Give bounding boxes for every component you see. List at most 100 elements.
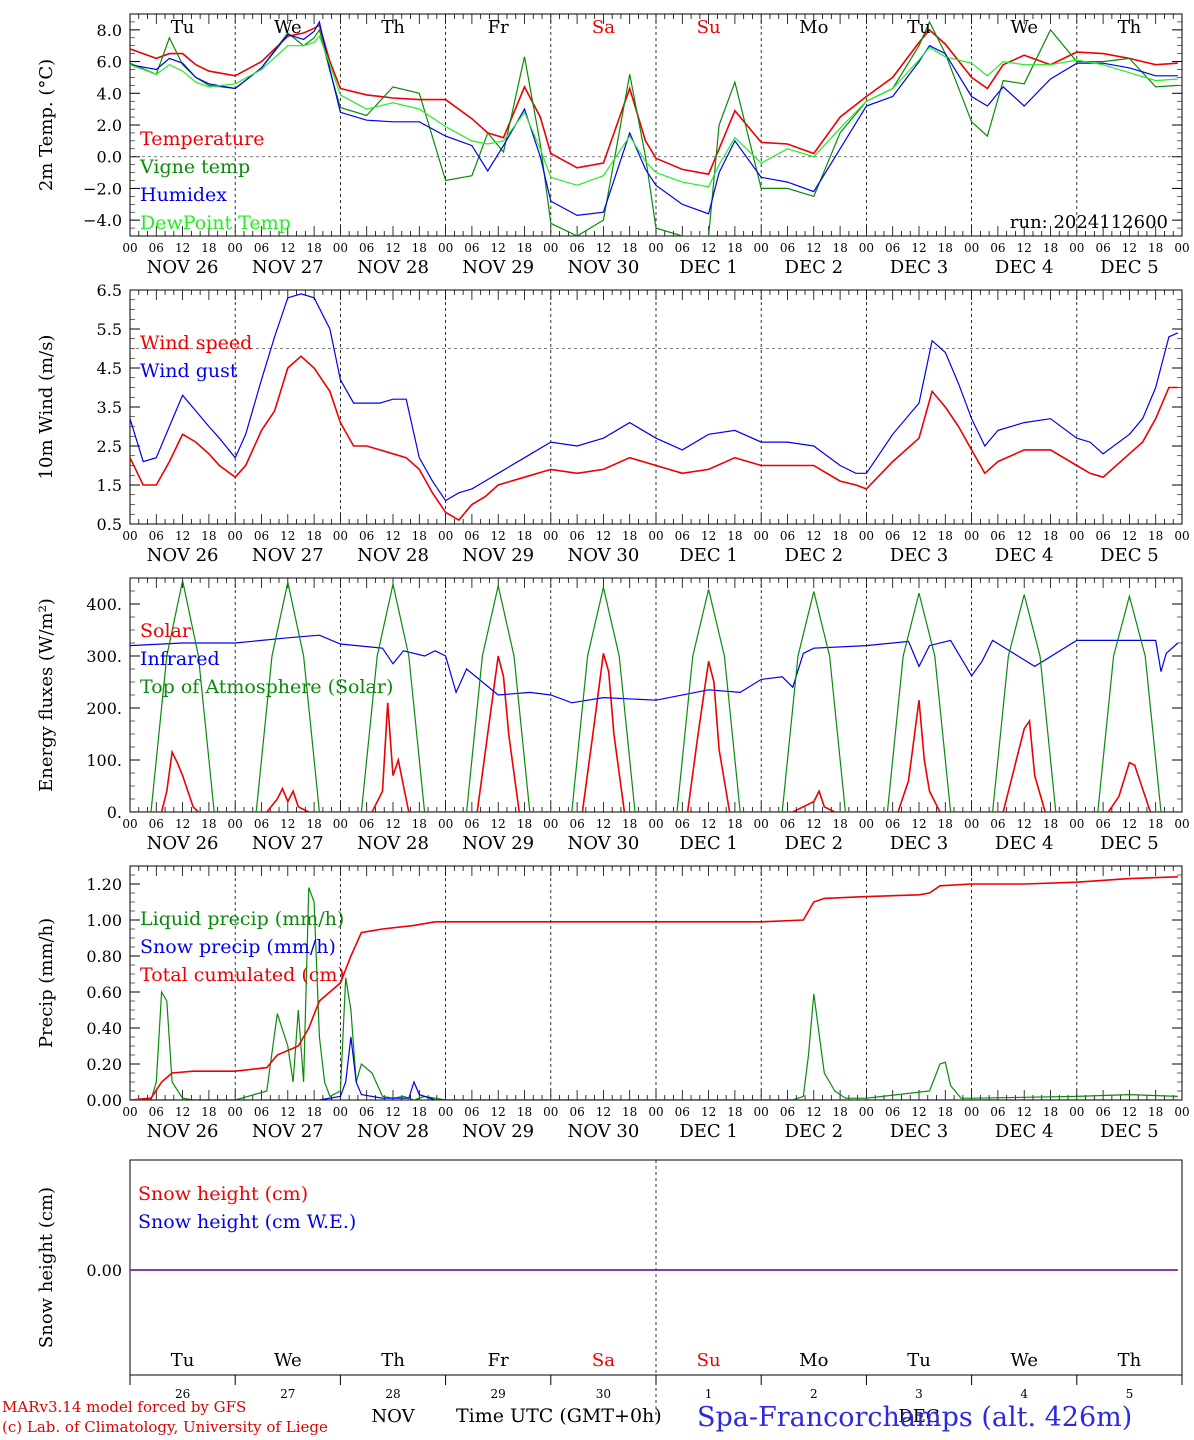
series-solar (130, 653, 1178, 812)
date-label: DEC 3 (890, 1121, 949, 1142)
hour-tick-label: 00 (333, 1105, 348, 1119)
hour-tick-label: 18 (1148, 817, 1163, 831)
hour-tick-label: 18 (201, 1105, 216, 1119)
date-label: DEC 4 (995, 1121, 1054, 1142)
weekday-label: Sa (592, 17, 615, 38)
series-wind-gust (130, 293, 1179, 502)
hour-tick-label: 12 (596, 241, 611, 255)
hour-tick-label: 18 (832, 241, 847, 255)
y-tick-label: 0.20 (86, 1055, 122, 1074)
hour-tick-label: 06 (149, 241, 164, 255)
y-tick-label: 8.0 (97, 21, 122, 40)
date-label: DEC 5 (1100, 257, 1159, 278)
time-axis-label: Time UTC (GMT+0h) (456, 1405, 662, 1427)
hour-tick-label: 18 (1148, 1105, 1163, 1119)
hour-tick-label: 00 (1174, 1105, 1189, 1119)
y-tick-label: 6.5 (97, 281, 122, 300)
weekday-label: Th (1118, 17, 1142, 38)
date-label: NOV 26 (147, 833, 219, 854)
weekday-label: Tu (171, 17, 195, 38)
weekday-label: Sa (592, 1350, 615, 1371)
hour-tick-label: 12 (911, 817, 926, 831)
hour-tick-label: 18 (938, 1105, 953, 1119)
hour-tick-label: 18 (727, 241, 742, 255)
series-humidex (130, 20, 1178, 217)
y-tick-label: 0.5 (97, 515, 122, 534)
hour-tick-label: 18 (727, 529, 742, 543)
date-label: NOV 27 (252, 545, 324, 566)
hour-tick-label: 06 (885, 529, 900, 543)
date-label: NOV 29 (462, 257, 534, 278)
date-label: NOV 30 (567, 1121, 639, 1142)
date-label: NOV 26 (147, 1121, 219, 1142)
hour-tick-label: 06 (1095, 529, 1110, 543)
date-label: NOV 27 (252, 833, 324, 854)
hour-tick-label: 06 (569, 1105, 584, 1119)
hour-tick-label: 12 (596, 529, 611, 543)
date-label: DEC 1 (679, 833, 738, 854)
y-tick-label: 300. (86, 647, 122, 666)
hour-tick-label: 06 (359, 241, 374, 255)
hour-tick-label: 12 (491, 241, 506, 255)
y-tick-label: 2.0 (97, 116, 122, 135)
legend-entry: Snow height (cm) (138, 1183, 308, 1205)
lab-credit: (c) Lab. of Climatology, University of L… (2, 1418, 328, 1436)
y-tick-label: −4.0 (83, 211, 122, 230)
hour-tick-label: 12 (806, 241, 821, 255)
weekday-label: Th (1118, 1350, 1142, 1371)
hour-tick-label: 00 (859, 817, 874, 831)
y-tick-label: 0.00 (86, 1261, 122, 1280)
hour-tick-label: 18 (306, 817, 321, 831)
series-vigne-temp (130, 20, 1178, 236)
hour-tick-label: 18 (412, 529, 427, 543)
hour-tick-label: 12 (280, 1105, 295, 1119)
date-label: DEC 3 (890, 833, 949, 854)
hour-tick-label: 12 (701, 529, 716, 543)
hour-tick-label: 18 (938, 529, 953, 543)
date-label: DEC 4 (995, 833, 1054, 854)
hour-tick-label: 18 (306, 241, 321, 255)
hour-tick-label: 18 (622, 817, 637, 831)
hour-tick-label: 18 (201, 817, 216, 831)
hour-tick-label: 00 (333, 817, 348, 831)
hour-tick-label: 00 (1069, 529, 1084, 543)
date-label: NOV 30 (567, 257, 639, 278)
weekday-label: Tu (907, 17, 931, 38)
legend-entry: Infrared (140, 648, 220, 670)
hour-tick-label: 12 (701, 1105, 716, 1119)
hour-tick-label: 12 (175, 241, 190, 255)
hour-tick-label: 12 (701, 241, 716, 255)
y-tick-label: 4.0 (97, 84, 122, 103)
hour-tick-label: 06 (359, 817, 374, 831)
hour-tick-label: 00 (438, 1105, 453, 1119)
hour-tick-label: 06 (569, 529, 584, 543)
y-tick-label: 2.5 (97, 437, 122, 456)
day-number: 30 (596, 1387, 611, 1401)
y-tick-label: 1.00 (86, 911, 122, 930)
hour-tick-label: 18 (412, 241, 427, 255)
date-label: NOV 30 (567, 545, 639, 566)
hour-tick-label: 00 (648, 241, 663, 255)
hour-tick-label: 18 (938, 241, 953, 255)
run-label: run: 2024112600 (1010, 212, 1168, 233)
hour-tick-label: 18 (1148, 529, 1163, 543)
hour-tick-label: 06 (1095, 817, 1110, 831)
weekday-label: Th (381, 17, 405, 38)
date-label: NOV 29 (462, 1121, 534, 1142)
hour-tick-label: 00 (543, 817, 558, 831)
hour-tick-label: 18 (832, 817, 847, 831)
series-liquid-precip-mm-h- (130, 887, 1178, 1100)
hour-tick-label: 00 (964, 241, 979, 255)
hour-tick-label: 06 (464, 1105, 479, 1119)
day-number: 2 (810, 1387, 818, 1401)
hour-tick-label: 18 (1043, 1105, 1058, 1119)
hour-tick-label: 12 (175, 1105, 190, 1119)
hour-tick-label: 12 (491, 529, 506, 543)
day-number: 26 (175, 1387, 190, 1401)
hour-tick-label: 12 (596, 817, 611, 831)
hour-tick-label: 00 (1174, 529, 1189, 543)
hour-tick-label: 00 (438, 817, 453, 831)
hour-tick-label: 12 (385, 241, 400, 255)
legend-entry: Solar (140, 620, 192, 642)
